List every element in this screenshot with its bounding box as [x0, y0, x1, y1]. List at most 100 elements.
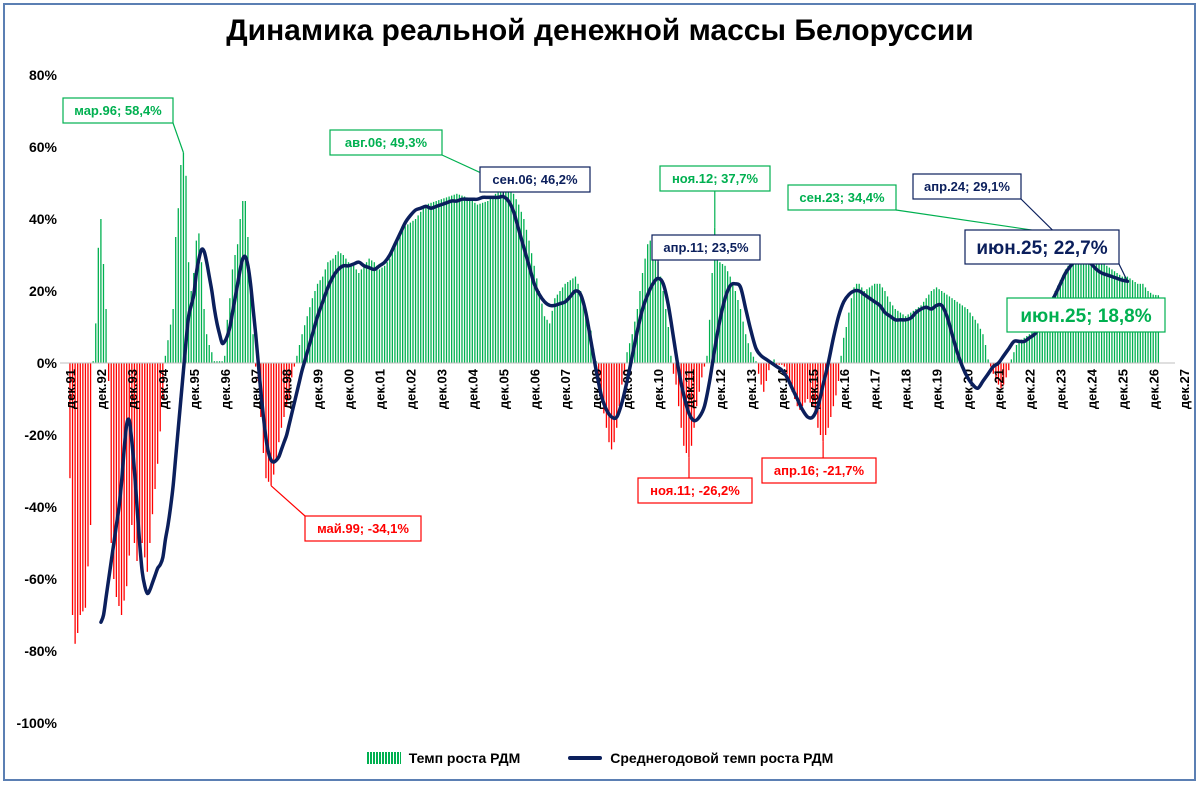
annotation-label: сен.23; 34,4% [799, 190, 885, 205]
chart-title: Динамика реальной денежной массы Белорус… [226, 14, 974, 47]
bar [396, 239, 399, 363]
bar [1005, 363, 1007, 378]
bar [107, 363, 110, 381]
bar [105, 309, 107, 363]
x-tick-label: дек.14 [775, 368, 790, 409]
bar [979, 328, 982, 363]
bar [572, 278, 574, 363]
bar [285, 363, 288, 407]
bar [577, 283, 579, 363]
bar [972, 316, 974, 363]
annotation-label: апр.11; 23,5% [663, 240, 749, 255]
bar [342, 255, 344, 363]
bar [884, 291, 886, 363]
bar [242, 201, 244, 363]
bar [236, 244, 239, 363]
bar [156, 363, 159, 464]
bar [1000, 363, 1002, 389]
bar [868, 287, 871, 363]
annotation-label: ноя.12; 37,7% [672, 171, 759, 186]
bar [309, 307, 311, 363]
bar [683, 363, 685, 446]
bar [657, 262, 659, 363]
bar [74, 363, 76, 644]
bar [912, 310, 914, 363]
bar [360, 269, 363, 363]
x-tick-label: дек.05 [496, 369, 511, 409]
bar [275, 363, 277, 461]
bar [159, 363, 161, 432]
annotation-leader [1118, 263, 1128, 282]
annotation-box [912, 173, 1022, 200]
bar [938, 289, 940, 363]
bar [703, 363, 706, 367]
bar [698, 363, 700, 392]
bar [126, 363, 128, 587]
bar [525, 229, 528, 363]
annotation-label: авг.06; 49,3% [345, 135, 428, 150]
bar [288, 363, 290, 399]
bar [497, 192, 499, 363]
bar [827, 363, 829, 428]
bar [745, 334, 747, 363]
bar [670, 355, 672, 363]
bar [600, 363, 602, 392]
bar [420, 211, 422, 363]
bar [224, 355, 226, 363]
y-tick-label: 80% [29, 67, 58, 83]
bar [162, 363, 164, 399]
bar [587, 321, 590, 363]
bar [474, 202, 476, 363]
x-tick-label: дек.93 [125, 369, 140, 409]
bar [417, 215, 419, 363]
bar [453, 194, 455, 363]
bar [804, 363, 806, 403]
bar [322, 276, 324, 363]
bar [151, 363, 154, 515]
bar [213, 361, 216, 363]
bar [345, 258, 347, 363]
bar [706, 355, 708, 363]
bar [956, 301, 958, 363]
bar [278, 363, 280, 443]
bar [806, 363, 809, 399]
bar [371, 260, 373, 363]
bar [404, 226, 406, 363]
bar [711, 273, 713, 363]
bar [347, 262, 350, 363]
bar [809, 363, 811, 403]
bar [747, 343, 749, 363]
bar [1010, 359, 1012, 363]
bar [933, 289, 935, 363]
annotation-callout: сен.06; 46,2% [479, 166, 591, 197]
bar [997, 363, 1000, 385]
bar [412, 220, 414, 363]
bar [1023, 337, 1025, 363]
bar [961, 305, 963, 363]
bar [881, 287, 884, 363]
bar [270, 363, 272, 486]
bar [855, 283, 858, 363]
bar [848, 312, 850, 363]
bar [541, 303, 543, 363]
bar [319, 280, 321, 363]
x-tick-label: дек.96 [218, 369, 233, 409]
bar [613, 363, 615, 443]
bar [696, 363, 698, 407]
annotation-callout: апр.16; -21,7% [761, 441, 877, 484]
bar [327, 262, 329, 363]
bar [500, 191, 502, 363]
bar [298, 345, 301, 363]
bar [616, 363, 618, 428]
bar [409, 222, 412, 363]
bar [783, 363, 786, 367]
legend-bar-swatch [366, 752, 401, 764]
bar [825, 363, 827, 435]
bar [1041, 319, 1043, 363]
bar [732, 283, 734, 363]
bar [755, 361, 757, 363]
bar [812, 363, 814, 407]
bar [218, 361, 221, 363]
bar [966, 309, 969, 363]
annotation-leader [172, 122, 185, 153]
